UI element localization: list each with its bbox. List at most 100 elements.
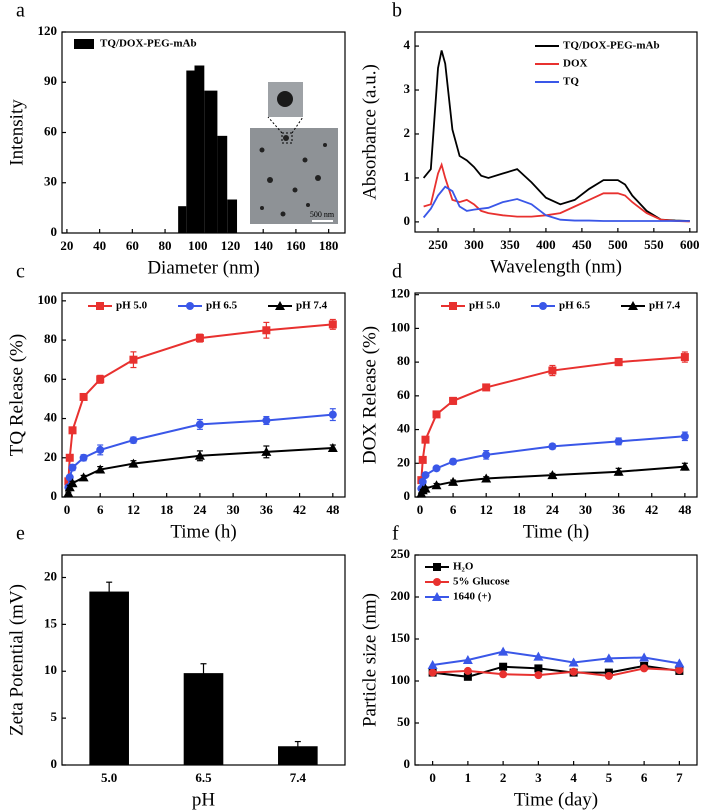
data-point [194, 450, 205, 460]
y-tick-label: 0 [404, 213, 411, 228]
y-tick-label: 20 [397, 454, 410, 469]
data-point [195, 420, 204, 429]
x-tick-label: 42 [645, 502, 658, 517]
series-line [422, 185, 690, 222]
data-point [675, 666, 684, 675]
x-tick-label: 18 [513, 502, 527, 517]
x-tick-label: 36 [260, 502, 274, 517]
legend-marker [539, 302, 547, 310]
x-tick-label: 300 [464, 237, 484, 252]
legend-label: TQ/DOX-PEG-mAb [563, 40, 660, 52]
x-tick-label: 100 [188, 238, 208, 253]
data-point [674, 658, 685, 668]
y-tick-label: 0 [51, 756, 58, 771]
legend-label: pH 7.4 [296, 300, 328, 312]
series-line [432, 667, 680, 677]
plot-frame [61, 292, 346, 498]
data-point [462, 655, 473, 664]
y-tick-label: 40 [397, 421, 410, 436]
data-point [448, 476, 459, 486]
data-point [327, 442, 338, 452]
y-tick-label: 20 [44, 568, 57, 583]
y-tick-label: 100 [391, 672, 411, 687]
x-axis-label: Wavelength (nm) [490, 256, 622, 277]
y-tick-label: 100 [38, 292, 58, 307]
x-tick-label: 180 [319, 238, 339, 253]
plot-frame [61, 31, 346, 234]
data-point [328, 410, 337, 419]
x-tick-label: 450 [572, 237, 592, 252]
particle [323, 143, 327, 147]
x-tick-label: 24 [546, 502, 560, 517]
data-point [418, 477, 427, 486]
data-point [463, 672, 472, 681]
legend-swatch [74, 39, 94, 49]
series-line [432, 650, 680, 667]
histogram-bar [178, 206, 187, 233]
data-point [640, 664, 649, 673]
bar [183, 673, 224, 765]
data-point [498, 646, 509, 656]
data-point [421, 471, 430, 480]
legend-label: TQ/DOX-PEG-mAb [100, 38, 197, 50]
data-point [680, 432, 689, 441]
data-point [569, 667, 578, 676]
x-tick-label: 18 [160, 502, 174, 517]
plot-frame [414, 554, 698, 766]
particle [267, 177, 273, 183]
legend-label: pH 7.4 [649, 300, 681, 312]
data-point [604, 671, 613, 680]
data-point [449, 396, 458, 405]
x-tick-label: 7.4 [290, 770, 307, 785]
data-point [65, 453, 74, 462]
y-tick-label: 60 [44, 123, 57, 138]
x-tick-label: 5 [606, 770, 613, 785]
data-point [463, 666, 472, 675]
x-axis-label: pH [192, 789, 216, 810]
data-point [482, 450, 491, 459]
data-point [68, 426, 77, 435]
x-tick-label: 48 [326, 502, 340, 517]
data-point [262, 326, 271, 335]
data-point [67, 478, 78, 488]
x-tick-label: 12 [480, 502, 493, 517]
x-tick-label: 3 [535, 770, 542, 785]
legend-label: pH 5.0 [469, 300, 501, 312]
y-axis-label: TQ Release (%) [6, 334, 27, 456]
data-point [534, 671, 543, 680]
x-axis-label: Time (h) [170, 521, 236, 542]
scale-bar-label: 500 nm [310, 210, 335, 219]
particle [315, 175, 321, 181]
y-axis-label: Particle size (nm) [359, 593, 380, 727]
data-point [96, 375, 105, 384]
series-line [432, 664, 680, 678]
bar [278, 746, 318, 765]
particle [302, 157, 308, 163]
data-point [68, 463, 77, 472]
data-point [482, 383, 491, 392]
panel-letter: f [392, 523, 399, 545]
legend-marker [96, 302, 104, 310]
data-point [432, 410, 441, 419]
y-tick-label: 60 [397, 387, 410, 402]
data-point [421, 435, 430, 444]
data-point [428, 668, 437, 677]
x-tick-label: 250 [428, 237, 448, 252]
legend-label: H₂O [453, 561, 474, 573]
data-point [261, 446, 272, 456]
data-point [432, 464, 441, 473]
x-tick-label: 6 [641, 770, 648, 785]
y-tick-label: 3 [404, 81, 411, 96]
data-point [78, 472, 89, 482]
particle [306, 203, 310, 207]
data-point [129, 355, 138, 364]
plot-frame [61, 554, 346, 766]
x-tick-label: 24 [193, 502, 207, 517]
y-tick-label: 250 [391, 546, 411, 561]
data-point [63, 488, 74, 498]
data-point [568, 657, 579, 667]
x-tick-label: 6 [97, 502, 104, 517]
series-line [423, 161, 690, 223]
bar [89, 591, 129, 765]
